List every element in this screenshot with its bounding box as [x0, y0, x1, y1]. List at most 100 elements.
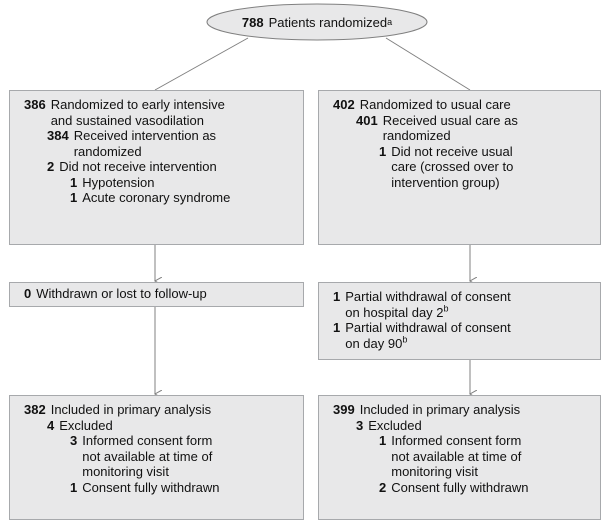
text-line: monitoring visit [82, 464, 169, 479]
text-line: Received usual care as [382, 112, 518, 128]
item-number: 1 [70, 479, 78, 495]
flow-item: 402 Randomized to usual care [333, 97, 592, 113]
item-text: Excluded [59, 418, 112, 434]
text-line: randomized [382, 128, 451, 143]
flow-item: 1 Consent fully withdrawn [70, 480, 295, 496]
text-line: not available at time of [391, 448, 522, 464]
flow-item: 1 Informed consent form not available at t… [379, 433, 592, 480]
text-line: Informed consent form [391, 433, 522, 448]
top-text: Patients randomized [268, 14, 388, 30]
superscript: b [402, 334, 408, 345]
text-line: Included in primary analysis [359, 402, 521, 417]
item-text: Did not receive usual care (crossed over … [391, 144, 513, 191]
text-line: Included in primary analysis [50, 402, 212, 417]
flow-item: 399 Included in primary analysis [333, 402, 592, 418]
text-line: Excluded [59, 417, 113, 433]
text-line: Acute coronary syndrome [82, 190, 231, 205]
flow-box: 1 Partial withdrawal of consent on hospita… [318, 282, 601, 360]
text-line: Informed consent form [82, 433, 213, 448]
text-line: and sustained vasodilation [50, 112, 204, 128]
text-line: intervention group) [391, 174, 500, 190]
item-text: Randomized to early intensive and sustain… [51, 97, 225, 128]
flow-item: 4 Excluded [47, 418, 295, 434]
item-number: 3 [356, 417, 364, 433]
text-line: Hypotension [82, 174, 155, 190]
item-number: 2 [379, 479, 387, 495]
item-number: 1 [70, 190, 78, 205]
item-text: Included in primary analysis [51, 402, 211, 418]
item-number: 1 [333, 320, 341, 335]
text-line: Partial withdrawal of consent [345, 320, 511, 335]
item-number: 4 [47, 417, 55, 433]
text-line: Consent fully withdrawn [82, 479, 220, 495]
flow-item: 3 Excluded [356, 418, 592, 434]
flow-item: 1 Did not receive usual care (crossed over… [379, 144, 592, 191]
item-text: Partial withdrawal of consent on hospital… [345, 289, 510, 320]
text-line: not available at time of [82, 448, 213, 464]
item-text: Acute coronary syndrome [82, 190, 230, 206]
flow-item: 384 Received intervention as randomized [47, 128, 295, 159]
text-line: on hospital day 2b [345, 303, 449, 320]
flow-box: 0 Withdrawn or lost to follow-up [9, 282, 304, 307]
text-line: Randomized to early intensive [50, 97, 225, 112]
item-text: Withdrawn or lost to follow-up [36, 286, 207, 302]
item-number: 382 [24, 402, 46, 417]
flow-box: 399 Included in primary analysis 3 Excluded… [318, 395, 601, 520]
item-number: 1 [70, 174, 78, 190]
item-number: 401 [356, 112, 378, 128]
text-line: care (crossed over to [391, 159, 514, 174]
item-text: Consent fully withdrawn [391, 480, 528, 496]
item-number: 1 [333, 289, 341, 304]
item-number: 399 [333, 402, 355, 417]
item-number: 386 [24, 97, 46, 112]
text-line: monitoring visit [391, 464, 478, 479]
text-line: Did not receive usual [391, 143, 513, 159]
item-text: Included in primary analysis [360, 402, 520, 418]
flow-box: 402 Randomized to usual care 401 Received u… [318, 90, 601, 245]
item-number: 1 [379, 143, 387, 159]
oval [206, 3, 428, 41]
flow-item: 1 Partial withdrawal of consent on hospita… [333, 289, 592, 320]
item-text: Informed consent form not available at ti… [391, 433, 521, 480]
item-text: Received intervention as randomized [74, 128, 216, 159]
text-line: Partial withdrawal of consent [345, 289, 511, 304]
text-line: Excluded [368, 417, 422, 433]
superscript: b [443, 303, 449, 314]
flow-item: 1 Hypotension [70, 175, 295, 191]
item-text: Consent fully withdrawn [82, 480, 219, 496]
flow-item: 2 Consent fully withdrawn [379, 480, 592, 496]
text-line: Consent fully withdrawn [391, 479, 529, 495]
item-text: Received usual care as randomized [383, 113, 518, 144]
item-number: 402 [333, 97, 355, 112]
connector [385, 37, 471, 91]
text-line: Randomized to usual care [359, 97, 511, 112]
item-text: Did not receive intervention [59, 159, 217, 175]
flow-item: 1 Acute coronary syndrome [70, 190, 295, 206]
flow-box: 386 Randomized to early intensive and sust… [9, 90, 304, 245]
flow-box: 382 Included in primary analysis 4 Excluded… [9, 395, 304, 520]
item-number: 3 [70, 433, 78, 448]
text-line: randomized [73, 143, 142, 159]
flow-item: 382 Included in primary analysis [24, 402, 295, 418]
item-number: 384 [47, 128, 69, 143]
flow-item: 1 Partial withdrawal of consent on day 90b [333, 320, 592, 351]
text-line: Did not receive intervention [59, 159, 217, 174]
item-text: Informed consent form not available at ti… [82, 433, 212, 480]
flow-item: 0 Withdrawn or lost to follow-up [24, 286, 295, 302]
text-line: Withdrawn or lost to follow-up [36, 286, 207, 301]
item-number: 0 [24, 286, 32, 301]
text-line: on day 90b [345, 334, 408, 351]
item-text: Randomized to usual care [360, 97, 511, 113]
flow-item: 3 Informed consent form not available at t… [70, 433, 295, 480]
item-text: Hypotension [82, 175, 154, 191]
connector [154, 37, 249, 91]
text-line: Received intervention as [73, 128, 217, 143]
item-text: Partial withdrawal of consent on day 90b [345, 320, 510, 351]
flow-item: 2 Did not receive intervention [47, 159, 295, 175]
item-number: 1 [379, 433, 387, 448]
flow-item: 386 Randomized to early intensive and sust… [24, 97, 295, 128]
item-number: 2 [47, 159, 55, 174]
top-number: 788 [241, 14, 264, 30]
